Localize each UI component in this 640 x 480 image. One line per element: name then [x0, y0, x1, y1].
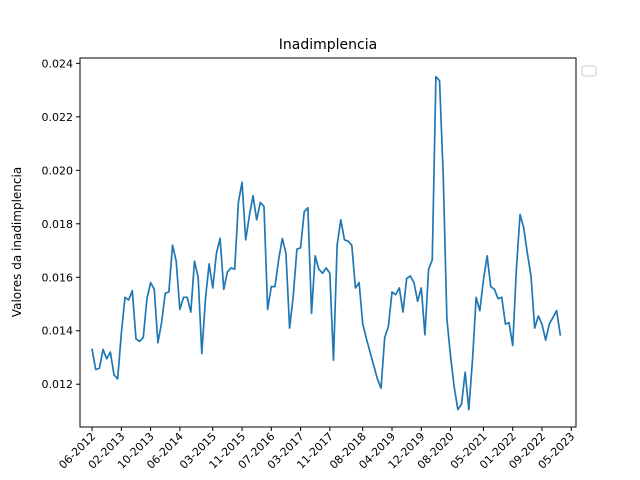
y-axis-label: Valores da inadimplencia: [10, 167, 24, 317]
y-tick-label: 0.014: [42, 325, 74, 338]
y-tick-label: 0.022: [42, 111, 74, 124]
y-tick-label: 0.012: [42, 378, 74, 391]
y-axis-ticks: 0.012 0.014 0.016 0.018 0.020 0.022 0.024: [42, 57, 80, 391]
y-tick-label: 0.018: [42, 218, 74, 231]
y-tick-label: 0.016: [42, 271, 74, 284]
axes-frame: [79, 57, 577, 428]
plot-area: [91, 75, 562, 411]
series-line: [91, 75, 562, 411]
y-tick-label: 0.020: [42, 164, 74, 177]
y-tick-label: 0.024: [42, 57, 74, 70]
legend-box: [581, 65, 597, 77]
chart-title: Inadimplencia: [279, 37, 377, 53]
